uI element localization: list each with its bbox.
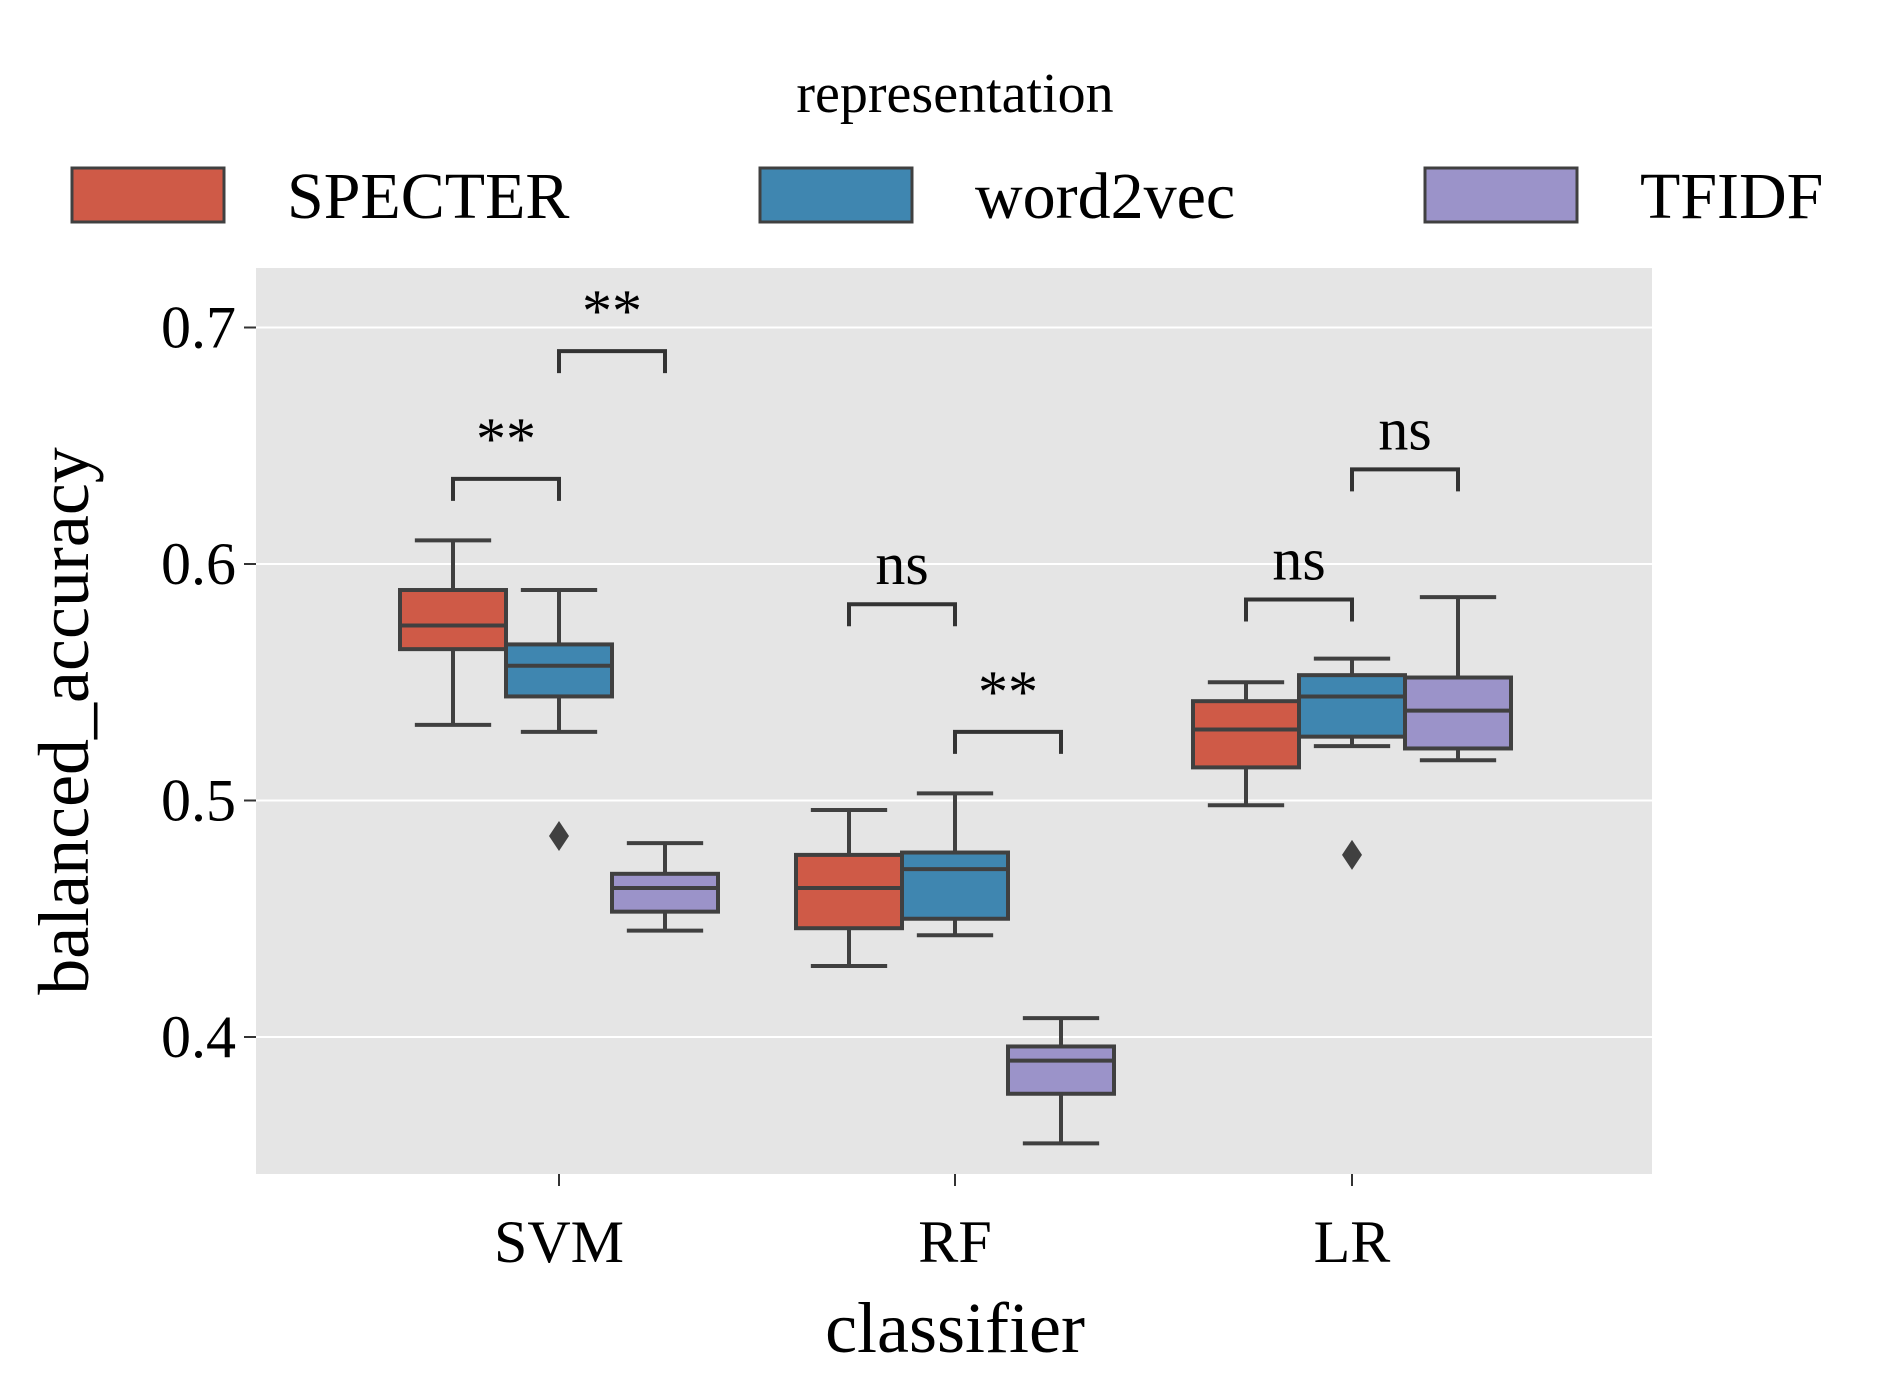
- x-axis-label: classifier: [825, 1288, 1085, 1368]
- box-word2vec-RF: [900, 791, 1010, 938]
- axes: 0.4 0.5 0.6 0.7 SVM RF LR: [161, 295, 1390, 1276]
- legend-entry-word2vec: word2vec: [758, 160, 1235, 233]
- x-tick-label: SVM: [494, 1209, 624, 1275]
- box-iqr: [1297, 673, 1407, 739]
- x-tick-label: RF: [918, 1209, 991, 1275]
- legend-label: TFIDF: [1640, 160, 1823, 233]
- x-tick-label: LR: [1314, 1209, 1391, 1275]
- legend: representation SPECTER word2vec TFIDF: [70, 63, 1823, 233]
- significance-label: ns: [875, 531, 928, 597]
- significance-bracket: ns: [1350, 396, 1460, 492]
- y-tick-label: 0.5: [161, 768, 236, 834]
- box-TFIDF-SVM: [610, 841, 720, 933]
- significance-bracket: **: [557, 278, 667, 374]
- box-iqr: [1006, 1044, 1116, 1096]
- legend-title: representation: [796, 63, 1113, 125]
- legend-swatch: [758, 166, 914, 224]
- legend-label: word2vec: [975, 160, 1235, 233]
- box-iqr: [504, 642, 614, 699]
- bracket-line: [953, 729, 1063, 754]
- bracket-line: [847, 602, 957, 627]
- box-iqr: [1403, 675, 1513, 751]
- box-iqr: [610, 871, 720, 914]
- box-iqr: [794, 852, 904, 931]
- box-iqr: [1191, 699, 1301, 770]
- boxes: [398, 538, 1513, 1146]
- bracket-line: [451, 476, 561, 501]
- significance-bracket: ns: [847, 531, 957, 627]
- box-SPECTER-RF: [794, 807, 904, 969]
- box-word2vec-SVM: [504, 588, 614, 851]
- box-iqr: [900, 850, 1010, 921]
- box-TFIDF-RF: [1006, 1016, 1116, 1146]
- y-axis-label: balanced_accuracy: [24, 447, 104, 995]
- significance-label: **: [582, 278, 642, 344]
- legend-swatch: [1423, 166, 1579, 224]
- legend-swatch: [70, 166, 226, 224]
- box-SPECTER-SVM: [398, 538, 508, 727]
- legend-entries: SPECTER word2vec TFIDF: [70, 160, 1823, 233]
- legend-entry-tfidf: TFIDF: [1423, 160, 1823, 233]
- significance-bracket: ns: [1244, 526, 1354, 622]
- significance-label: **: [978, 659, 1038, 725]
- bracket-line: [557, 349, 667, 374]
- bracket-line: [1350, 467, 1460, 492]
- box-word2vec-LR: [1297, 656, 1407, 870]
- significance-bracket: **: [953, 659, 1063, 754]
- box-TFIDF-LR: [1403, 595, 1513, 763]
- y-tick-label: 0.6: [161, 531, 236, 597]
- legend-entry-specter: SPECTER: [70, 160, 569, 233]
- outlier-point: [549, 820, 569, 851]
- legend-label: SPECTER: [287, 160, 569, 233]
- bracket-line: [1244, 597, 1354, 622]
- significance-label: **: [476, 406, 536, 472]
- y-tick-label: 0.4: [161, 1004, 236, 1070]
- significance-bracket: **: [451, 406, 561, 501]
- y-tick-label: 0.7: [161, 295, 236, 361]
- significance-label: ns: [1378, 396, 1431, 462]
- significance-label: ns: [1272, 526, 1325, 592]
- outlier-point: [1342, 839, 1362, 870]
- box-iqr: [398, 588, 508, 652]
